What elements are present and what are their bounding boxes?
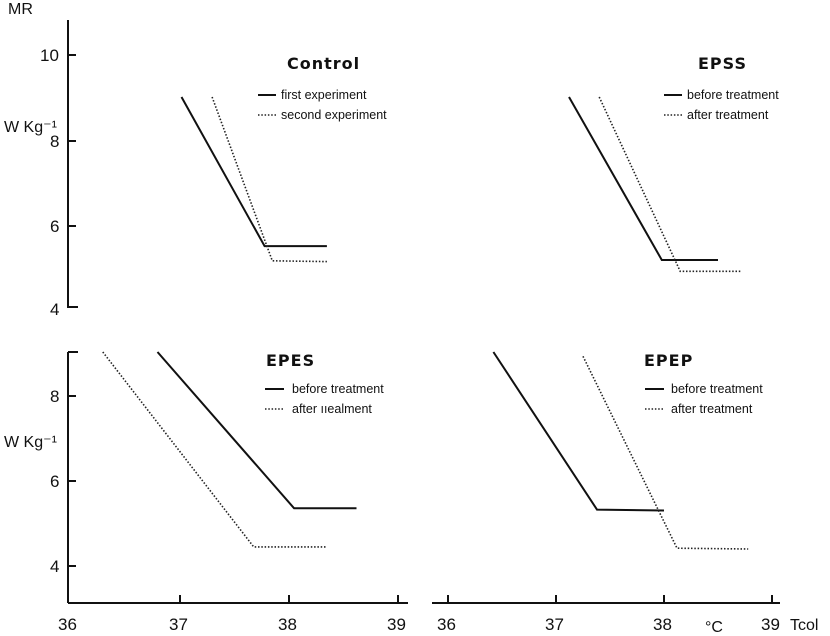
legend-label: before treatment [292, 382, 384, 396]
x-axis-label: Tcol [790, 617, 818, 634]
x-tick-label-38: 38 [278, 615, 297, 634]
y-tick-label-6b: 6 [50, 472, 59, 491]
legend-label: second experiment [281, 108, 387, 122]
x-tick-label-36: 36 [58, 615, 77, 634]
y-axis-unit-label-bottom: W Kg⁻¹ [4, 434, 57, 451]
y-axis-unit-label-top: W Kg⁻¹ [4, 119, 57, 136]
y-ticks [68, 54, 76, 567]
x-tick-label-37b: 37 [545, 615, 564, 634]
y-tick-label-8b: 8 [50, 387, 59, 406]
legend-epes: before treatment after ııealment [265, 382, 384, 416]
top-left-y-axis [67, 20, 78, 308]
panel-title-epss: EPSS [698, 54, 747, 73]
legend-label: after treatment [687, 108, 769, 122]
series-line-3-1 [582, 355, 749, 550]
y-tick-label-10: 10 [40, 46, 59, 65]
y-tick-label-8: 8 [50, 132, 59, 151]
x-ticks [179, 595, 773, 603]
y-tick-label-6: 6 [50, 217, 59, 236]
x-tick-label-39: 39 [387, 615, 406, 634]
y-tick-label-4: 4 [50, 300, 59, 319]
legend-label: after treatment [671, 402, 753, 416]
series-layer [102, 96, 749, 550]
x-tick-label-39b: 39 [761, 615, 780, 634]
legend-label: before treatment [671, 382, 763, 396]
legend-label: before treatment [687, 88, 779, 102]
legend-epss: before treatment after treatment [664, 88, 779, 122]
series-line-3-0 [492, 351, 665, 512]
x-tick-label-36b: 36 [437, 615, 456, 634]
legend-label: after ııealment [292, 402, 372, 416]
x-axis-unit-label: °C [705, 619, 723, 636]
legend-control: first experiment second experiment [258, 88, 387, 122]
series-line-1-0 [568, 96, 718, 261]
series-line-2-0 [156, 351, 357, 510]
bottom-left-y-axis [67, 351, 78, 603]
x-tick-label-38b: 38 [653, 615, 672, 634]
series-line-0-0 [180, 96, 327, 248]
series-line-1-1 [598, 96, 742, 273]
y-axis-top-label: MR [8, 1, 33, 18]
x-tick-label-37: 37 [169, 615, 188, 634]
legend-label: first experiment [281, 88, 367, 102]
panel-title-epes: EPES [266, 351, 315, 370]
y-tick-label-4b: 4 [50, 557, 59, 576]
panel-title-control: Control [287, 54, 360, 73]
legend-epep: before treatment after treatment [645, 382, 763, 416]
panel-title-epep: EPEP [644, 351, 693, 370]
